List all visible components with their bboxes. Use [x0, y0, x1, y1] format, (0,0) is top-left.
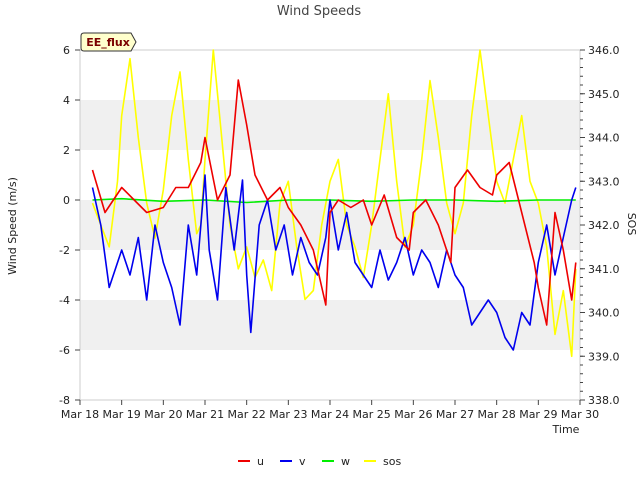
- y2-tick-label: 341.0: [588, 263, 620, 276]
- legend-item-u: u: [238, 455, 264, 468]
- y2-tick-label: 340.0: [588, 307, 620, 320]
- legend-label: sos: [383, 455, 401, 468]
- x-tick-label: Mar 19: [103, 408, 141, 421]
- y2-tick-label: 346.0: [588, 44, 620, 57]
- legend: u v w sos: [238, 455, 401, 468]
- grid-band: [80, 300, 580, 350]
- x-tick-label: Mar 21: [186, 408, 224, 421]
- x-tick-label: Mar 26: [394, 408, 432, 421]
- grid-band: [80, 50, 580, 100]
- y2-tick-label: 342.0: [588, 219, 620, 232]
- y-tick-label: 2: [63, 144, 70, 157]
- y2-tick-label: 345.0: [588, 88, 620, 101]
- legend-label: v: [299, 455, 306, 468]
- grid-band: [80, 150, 580, 200]
- x-tick-label: Mar 27: [436, 408, 474, 421]
- legend-item-v: v: [280, 455, 306, 468]
- y-tick-label: 0: [63, 194, 70, 207]
- ee-flux-badge: EE_flux: [80, 32, 137, 52]
- series-line-sos: [91, 49, 577, 358]
- y-axis-label: Wind Speed (m/s): [6, 177, 19, 275]
- legend-item-sos: sos: [364, 455, 401, 468]
- y2-axis-label: SOS: [625, 213, 638, 236]
- x-tick-label: Mar 28: [478, 408, 516, 421]
- y-tick-label: 6: [63, 44, 70, 57]
- y2-tick-label: 343.0: [588, 175, 620, 188]
- y2-tick-label: 339.0: [588, 350, 620, 363]
- series-line-v: [91, 174, 577, 351]
- x-tick-label: Mar 29: [519, 408, 557, 421]
- grid-band: [80, 100, 580, 150]
- y-tick-label: -6: [59, 344, 70, 357]
- chart-title: Wind Speeds: [277, 4, 362, 19]
- x-tick-label: Mar 25: [353, 408, 391, 421]
- grid-band: [80, 250, 580, 300]
- x-tick-label: Mar 22: [228, 408, 266, 421]
- series-layer: [91, 49, 577, 358]
- grid-band: [80, 350, 580, 400]
- y-tick-label: -4: [59, 294, 70, 307]
- x-axis: Mar 18 Mar 19 Mar 20 Mar 21 Mar 22 Mar 23 Mar …: [61, 400, 599, 421]
- badge-label: EE_flux: [86, 36, 130, 49]
- left-axis: -8 -6 -4 -2 0 2 4 6: [59, 44, 80, 407]
- x-tick-label: Mar 18: [61, 408, 99, 421]
- x-axis-label: Time: [552, 423, 580, 436]
- x-tick-label: Mar 23: [269, 408, 307, 421]
- y-tick-label: 4: [63, 94, 70, 107]
- y-tick-label: -8: [59, 394, 70, 407]
- x-tick-label: Mar 30: [561, 408, 599, 421]
- legend-label: u: [257, 455, 264, 468]
- y2-tick-label: 338.0: [588, 394, 620, 407]
- legend-item-w: w: [322, 455, 350, 468]
- y2-tick-label: 344.0: [588, 132, 620, 145]
- y-tick-label: -2: [59, 244, 70, 257]
- x-tick-label: Mar 20: [144, 408, 182, 421]
- right-axis: 338.0 339.0 340.0 341.0 342.0 343.0 344.0 345.0…: [580, 44, 620, 407]
- series-line-u: [91, 79, 577, 326]
- legend-label: w: [341, 455, 350, 468]
- x-tick-label: Mar 24: [311, 408, 349, 421]
